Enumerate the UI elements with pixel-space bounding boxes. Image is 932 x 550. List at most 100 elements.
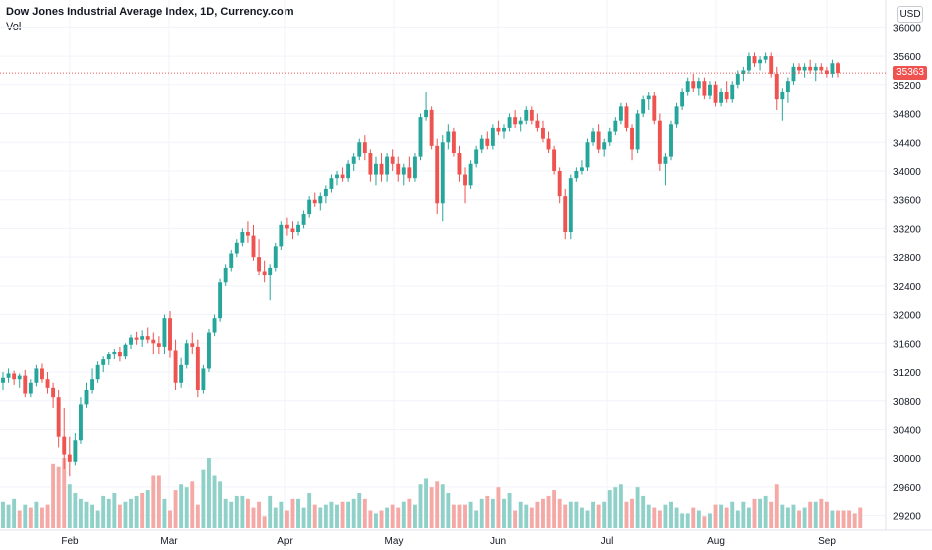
volume-bar	[312, 504, 317, 528]
candle-body	[780, 91, 785, 100]
volume-bar	[346, 501, 351, 528]
volume-bar	[90, 504, 95, 528]
volume-bar	[596, 504, 601, 528]
candle-body	[735, 74, 740, 85]
candle-body	[585, 142, 590, 168]
currency-button[interactable]: USD	[897, 6, 923, 23]
volume-bar	[591, 501, 596, 528]
volume-bar	[129, 498, 133, 528]
candle-body	[429, 109, 434, 146]
volume-bar	[657, 510, 662, 528]
volume-bar	[207, 458, 211, 528]
x-tick-label: Feb	[61, 536, 79, 547]
candle-body	[407, 167, 412, 179]
x-tick-label: Apr	[277, 536, 293, 547]
candle-body	[591, 131, 596, 143]
volume-bar	[719, 504, 724, 528]
volume-bar	[396, 507, 401, 528]
candle-body	[791, 66, 796, 82]
candle-body	[140, 336, 145, 340]
volume-bar	[724, 507, 729, 528]
candle-body	[713, 84, 718, 103]
candle-body	[28, 382, 33, 394]
volume-bar	[557, 498, 562, 528]
volume-bar	[752, 498, 757, 528]
y-tick-label: 29200	[893, 512, 921, 523]
volume-bar	[507, 493, 512, 528]
volume-bar	[134, 495, 139, 528]
volume-bar	[73, 493, 78, 528]
candle-body	[785, 81, 790, 92]
volume-bar	[240, 495, 245, 528]
volume-bar	[646, 504, 651, 528]
candle-body	[680, 91, 685, 107]
candle-body	[769, 56, 774, 75]
candle-body	[535, 120, 540, 128]
volume-bar	[691, 507, 696, 528]
candle-body	[134, 337, 139, 340]
candle-body	[240, 232, 245, 243]
volume-bar	[791, 504, 796, 528]
volume-bar	[680, 513, 685, 528]
candle-body	[802, 66, 807, 71]
volume-bar	[774, 484, 779, 528]
candle-body	[546, 138, 551, 150]
volume-bar	[513, 510, 518, 528]
candle-body	[424, 109, 429, 118]
volume-bar	[173, 490, 178, 528]
candle-body	[307, 199, 312, 215]
volume-bar	[529, 507, 534, 528]
candle-body	[301, 214, 306, 225]
candle-body	[374, 163, 378, 175]
volume-bar	[479, 498, 484, 528]
candle-body	[90, 379, 95, 390]
volume-bar	[223, 498, 228, 528]
volume-bar	[101, 495, 106, 528]
candle-body	[34, 368, 39, 383]
candle-body	[184, 343, 189, 365]
volume-bar	[362, 498, 367, 528]
candle-body	[95, 364, 100, 380]
candle-body	[685, 81, 690, 92]
volume-bar	[429, 487, 434, 528]
candle-body	[574, 170, 579, 179]
volume-bar	[836, 510, 840, 528]
candle-body	[229, 253, 234, 268]
volume-bar	[335, 504, 339, 528]
volume-bar	[669, 501, 673, 528]
volume-bar	[685, 513, 690, 528]
candle-body	[173, 350, 178, 383]
candle-body	[190, 343, 195, 347]
volume-bar	[735, 510, 740, 528]
candle-body	[329, 178, 334, 189]
candle-body	[212, 318, 217, 333]
candle-body	[390, 156, 395, 164]
volume-bar	[535, 501, 540, 528]
candle-body	[496, 127, 501, 132]
candle-body	[45, 379, 50, 388]
candle-body	[156, 343, 161, 347]
candle-body	[746, 56, 751, 71]
y-tick-label: 30800	[893, 397, 921, 408]
chart-title: Dow Jones Industrial Average Index, 1D, …	[6, 6, 294, 18]
volume-bar	[156, 475, 161, 528]
volume-bar	[769, 501, 774, 528]
candle-body	[162, 318, 167, 347]
volume-bar	[618, 484, 623, 528]
volume-bar	[45, 504, 50, 528]
candle-body	[112, 351, 117, 355]
candle-body	[808, 66, 813, 71]
volume-bar	[179, 484, 184, 528]
volume-bar	[407, 498, 412, 528]
candle-body	[708, 84, 712, 96]
candle-body	[396, 163, 401, 175]
volume-bar	[273, 507, 278, 528]
volume-bar	[190, 481, 195, 528]
y-tick-label: 35600	[893, 52, 921, 63]
y-tick-label: 36000	[893, 23, 921, 34]
candle-body	[741, 70, 746, 75]
candle-body	[813, 66, 818, 71]
volume-bar	[674, 507, 679, 528]
candle-body	[568, 178, 573, 233]
